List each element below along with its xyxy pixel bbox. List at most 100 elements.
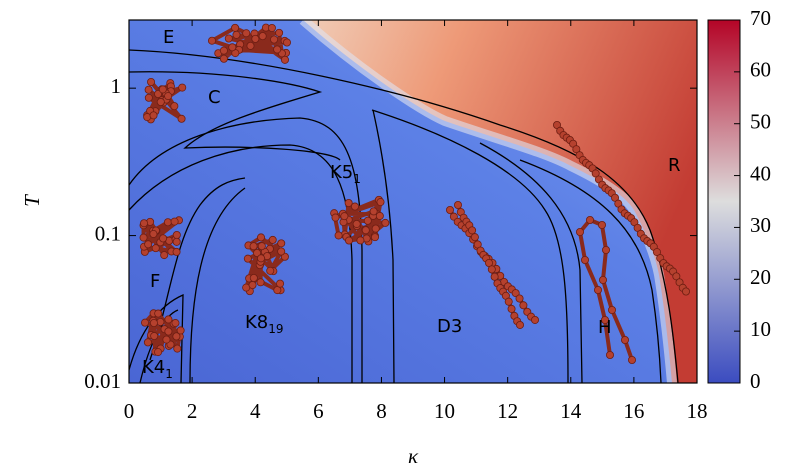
annotation-text: K5: [330, 162, 353, 183]
polymer-bead: [276, 29, 283, 36]
polymer-bead: [332, 214, 339, 221]
colorbar-tick-label: 20: [750, 265, 771, 289]
polymer-bead: [371, 234, 378, 241]
polymer-bead: [173, 238, 180, 245]
polymer-bead: [628, 356, 635, 363]
polymer-bead: [141, 319, 148, 326]
x-axis-label: κ: [408, 444, 419, 468]
polymer-bead: [171, 103, 178, 110]
polymer-bead: [173, 248, 180, 255]
polymer-bead: [268, 24, 275, 31]
annotation-subscript: 19: [268, 322, 283, 336]
polymer-bead: [164, 219, 171, 226]
polymer-bead: [468, 227, 475, 234]
polymer-bead: [259, 33, 266, 40]
polymer-bead: [471, 234, 478, 241]
polymer-bead: [249, 281, 256, 288]
polymer-bead: [283, 39, 290, 46]
polymer-bead: [269, 236, 276, 243]
polymer-bead: [144, 339, 151, 346]
annotation: D3: [437, 316, 462, 337]
chart: κ T 0246810121416180.010.110102030405060…: [0, 0, 788, 471]
colorbar-tick-label: 0: [750, 369, 761, 393]
polymer-bead: [145, 86, 152, 93]
polymer-bead: [173, 333, 180, 340]
polymer-bead: [353, 220, 360, 227]
colorbar-tick-label: 10: [750, 317, 771, 341]
polymer-bead: [257, 255, 264, 262]
annotation-subscript: 1: [353, 172, 361, 186]
polymer-bead: [165, 328, 172, 335]
annotation-text: H: [598, 317, 612, 338]
polymer-bead: [270, 36, 277, 43]
polymer-bead: [243, 30, 250, 37]
polymer-bead: [208, 37, 215, 44]
polymer-bead: [370, 208, 377, 215]
polymer-bead: [231, 24, 238, 31]
polymer-bead: [159, 86, 166, 93]
polymer-bead: [250, 274, 257, 281]
polymer-bead: [179, 84, 186, 91]
polymer-bead: [178, 115, 185, 122]
polymer-bead: [516, 295, 523, 302]
polymer-bead: [171, 218, 178, 225]
polymer-bead: [682, 288, 689, 295]
polymer-bead: [172, 319, 179, 326]
x-tick-label: 2: [187, 399, 198, 423]
annotation-text: D3: [437, 316, 462, 337]
polymer-bead: [155, 310, 162, 317]
polymer-bead: [220, 47, 227, 54]
polymer-bead: [446, 206, 453, 213]
polymer-bead: [147, 78, 154, 85]
annotation: E: [163, 27, 174, 48]
polymer-bead: [608, 306, 615, 313]
polymer-bead: [157, 318, 164, 325]
annotation-subscript: 1: [165, 367, 173, 381]
annotation: R: [668, 155, 681, 176]
y-tick-label: 1: [111, 74, 122, 98]
polymer-bead: [372, 225, 379, 232]
polymer-bead: [159, 235, 166, 242]
annotation: C: [208, 87, 221, 108]
polymer-bead: [267, 267, 274, 274]
polymer-bead: [599, 276, 606, 283]
polymer-bead: [157, 98, 164, 105]
polymer-bead: [233, 31, 240, 38]
annotation-text: R: [668, 155, 681, 176]
polymer-bead: [598, 221, 605, 228]
polymer-bead: [520, 302, 527, 309]
x-tick-label: 6: [313, 399, 324, 423]
polymer-bead: [357, 237, 364, 244]
x-tick-label: 8: [376, 399, 387, 423]
polymer-bead: [150, 230, 157, 237]
polymer-bead: [225, 35, 232, 42]
y-axis-label: T: [20, 194, 44, 207]
polymer-bead: [244, 255, 251, 262]
annotation-text: K8: [245, 312, 268, 333]
polymer-bead: [341, 213, 348, 220]
polymer-bead: [362, 227, 369, 234]
polymer-bead: [165, 92, 172, 99]
y-tick-label: 0.1: [95, 221, 121, 245]
polymer-bead: [364, 217, 371, 224]
polymer-bead: [145, 241, 152, 248]
x-tick-label: 14: [560, 399, 582, 423]
colorbar-tick-label: 60: [750, 58, 771, 82]
polymer-bead: [257, 279, 264, 286]
polymer-bead: [602, 246, 609, 253]
polymer-bead: [140, 234, 147, 241]
polymer-bead: [258, 243, 265, 250]
polymer-bead: [274, 46, 281, 53]
polymer-bead: [252, 35, 259, 42]
x-tick-label: 18: [687, 399, 708, 423]
polymer-bead: [163, 336, 170, 343]
x-tick-label: 12: [497, 399, 518, 423]
polymer-bead: [491, 273, 498, 280]
polymer-bead: [257, 234, 264, 241]
polymer-bead: [488, 266, 495, 273]
polymer-bead: [229, 44, 236, 51]
polymer-bead: [508, 305, 515, 312]
polymer-bead: [516, 321, 523, 328]
annotation-text: C: [208, 87, 221, 108]
polymer-bead: [145, 94, 152, 101]
